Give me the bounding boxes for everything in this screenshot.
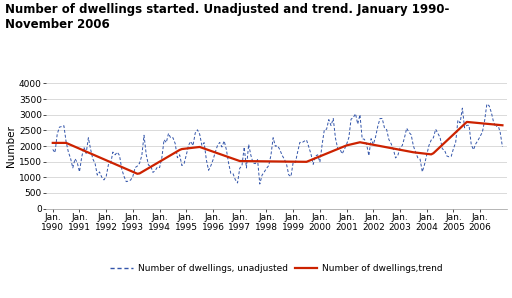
Legend: Number of dwellings, unadjusted, Number of dwellings,trend: Number of dwellings, unadjusted, Number … <box>107 260 446 277</box>
Text: Number of dwellings started. Unadjusted and trend. January 1990-
November 2006: Number of dwellings started. Unadjusted … <box>5 3 450 31</box>
Y-axis label: Number: Number <box>6 125 16 167</box>
